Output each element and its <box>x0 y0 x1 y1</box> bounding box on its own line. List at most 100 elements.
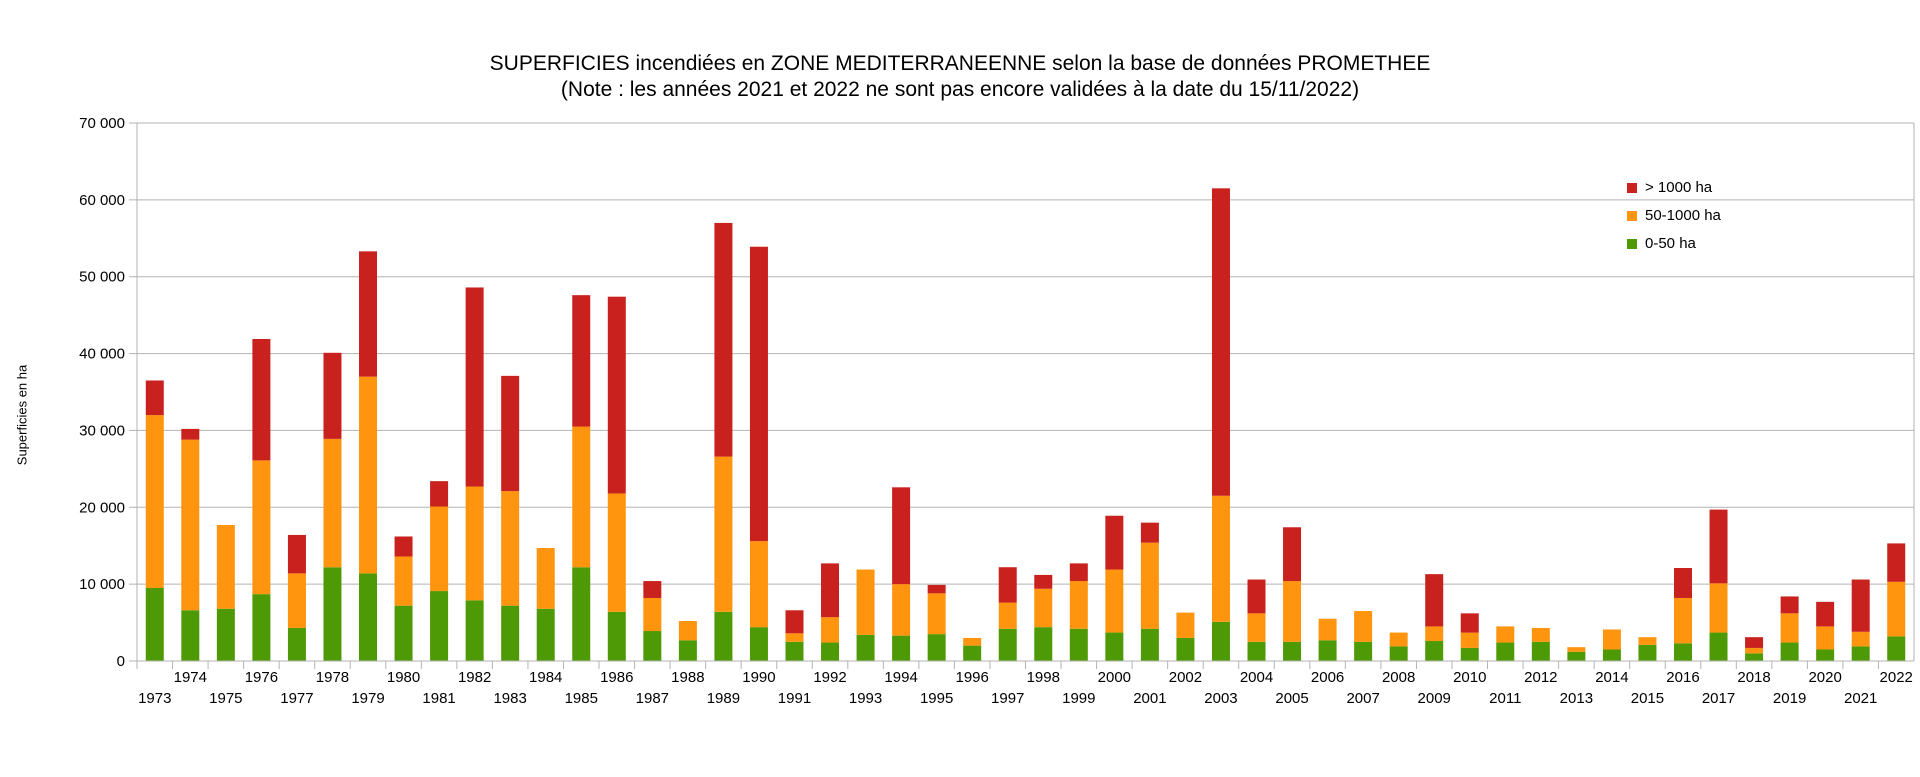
x-tick-label-1985: 1985 <box>565 690 598 707</box>
bar-medium-2006 <box>1318 618 1337 641</box>
bar-small-1988 <box>678 640 697 661</box>
legend-swatch-0-50 <box>1627 238 1637 249</box>
bar-small-2008 <box>1389 646 1408 661</box>
bar-small-1989 <box>714 611 733 661</box>
bar-medium-2004 <box>1247 613 1266 642</box>
bar-small-2019 <box>1780 642 1799 661</box>
bar-large-2019 <box>1780 596 1799 614</box>
x-tick-label-1974: 1974 <box>174 669 207 686</box>
bar-small-1984 <box>536 608 555 661</box>
bar-medium-1983 <box>501 491 520 606</box>
bar-medium-1973 <box>145 415 164 588</box>
bar-large-2020 <box>1816 601 1835 627</box>
bar-small-1978 <box>323 567 342 661</box>
x-tick-label-2015: 2015 <box>1631 690 1664 707</box>
bar-small-2010 <box>1460 647 1479 661</box>
bar-large-1986 <box>607 296 626 494</box>
bar-medium-2002 <box>1176 612 1195 638</box>
legend-label-0-50: 0-50 ha <box>1645 235 1696 252</box>
legend-swatch-over-1000 <box>1627 182 1637 193</box>
bar-medium-2001 <box>1140 542 1159 629</box>
bar-small-1991 <box>785 641 804 661</box>
bar-medium-2009 <box>1425 626 1444 642</box>
x-tick-label-2006: 2006 <box>1311 669 1344 686</box>
bar-medium-2022 <box>1887 581 1906 637</box>
bar-large-1992 <box>821 563 840 618</box>
x-tick-label-1978: 1978 <box>316 669 349 686</box>
x-tick-label-1977: 1977 <box>280 690 313 707</box>
bar-medium-1978 <box>323 438 342 568</box>
legend-item-0-50: 0-50 ha <box>1627 235 1696 252</box>
bar-medium-2014 <box>1602 629 1621 650</box>
x-tick-label-1975: 1975 <box>209 690 242 707</box>
legend-swatch-50-1000 <box>1627 210 1637 221</box>
bar-small-1975 <box>216 608 235 661</box>
bar-medium-1979 <box>359 376 378 574</box>
bar-medium-1984 <box>536 548 555 609</box>
bar-medium-2008 <box>1389 632 1408 647</box>
bar-medium-1998 <box>1034 588 1053 628</box>
y-tick-label: 50 000 <box>79 269 125 286</box>
y-tick-label: 10 000 <box>79 576 125 593</box>
legend-label-50-1000: 50-1000 ha <box>1645 207 1721 224</box>
bar-large-1980 <box>394 536 413 557</box>
bar-small-1976 <box>252 594 271 661</box>
bar-small-1986 <box>607 611 626 661</box>
bar-medium-1982 <box>465 486 484 601</box>
bar-small-2022 <box>1887 636 1906 661</box>
bar-small-1998 <box>1034 627 1053 661</box>
x-tick-label-1997: 1997 <box>991 690 1024 707</box>
bar-small-2005 <box>1283 641 1302 661</box>
bar-small-2018 <box>1745 653 1764 661</box>
x-tick-label-1989: 1989 <box>707 690 740 707</box>
bar-medium-1988 <box>678 621 697 641</box>
bar-medium-1991 <box>785 633 804 642</box>
x-tick-label-2019: 2019 <box>1773 690 1806 707</box>
bar-large-1983 <box>501 375 520 492</box>
bar-large-2016 <box>1673 568 1692 598</box>
bar-small-1997 <box>998 628 1017 661</box>
bar-medium-1974 <box>181 439 200 611</box>
bar-large-1991 <box>785 610 804 634</box>
x-tick-label-1993: 1993 <box>849 690 882 707</box>
bar-medium-1987 <box>643 597 662 632</box>
bar-large-2009 <box>1425 574 1444 627</box>
bar-small-2003 <box>1211 621 1230 661</box>
bar-small-2004 <box>1247 641 1266 661</box>
x-tick-label-1973: 1973 <box>138 690 171 707</box>
bar-large-1995 <box>927 584 946 594</box>
bar-small-1979 <box>359 573 378 661</box>
bar-small-1990 <box>749 627 768 661</box>
bar-medium-2012 <box>1531 627 1550 642</box>
bar-small-1994 <box>892 635 911 661</box>
x-tick-label-1992: 1992 <box>813 669 846 686</box>
bar-medium-2013 <box>1567 647 1586 652</box>
bar-small-1974 <box>181 610 200 661</box>
bar-small-2012 <box>1531 641 1550 661</box>
x-tick-label-2017: 2017 <box>1702 690 1735 707</box>
bar-large-1982 <box>465 287 484 487</box>
legend-item-50-1000: 50-1000 ha <box>1627 207 1721 224</box>
x-tick-label-2020: 2020 <box>1808 669 1841 686</box>
bar-large-1990 <box>749 246 768 542</box>
x-tick-label-2002: 2002 <box>1169 669 1202 686</box>
bar-small-1983 <box>501 605 520 661</box>
bar-medium-1992 <box>821 617 840 643</box>
bar-small-2014 <box>1602 649 1621 661</box>
bar-medium-2016 <box>1673 597 1692 644</box>
bar-large-1989 <box>714 222 733 457</box>
bar-small-2015 <box>1638 644 1657 661</box>
bar-medium-1989 <box>714 456 733 612</box>
x-tick-label-1982: 1982 <box>458 669 491 686</box>
bar-small-2002 <box>1176 637 1195 661</box>
x-tick-label-2022: 2022 <box>1880 669 1913 686</box>
x-tick-label-1987: 1987 <box>636 690 669 707</box>
bar-small-2011 <box>1496 642 1515 661</box>
bar-small-2016 <box>1673 643 1692 661</box>
x-tick-label-2007: 2007 <box>1346 690 1379 707</box>
bar-medium-1975 <box>216 524 235 609</box>
bar-large-1999 <box>1069 563 1088 582</box>
bar-small-2013 <box>1567 651 1586 661</box>
x-tick-label-1986: 1986 <box>600 669 633 686</box>
bar-large-1977 <box>287 534 306 574</box>
